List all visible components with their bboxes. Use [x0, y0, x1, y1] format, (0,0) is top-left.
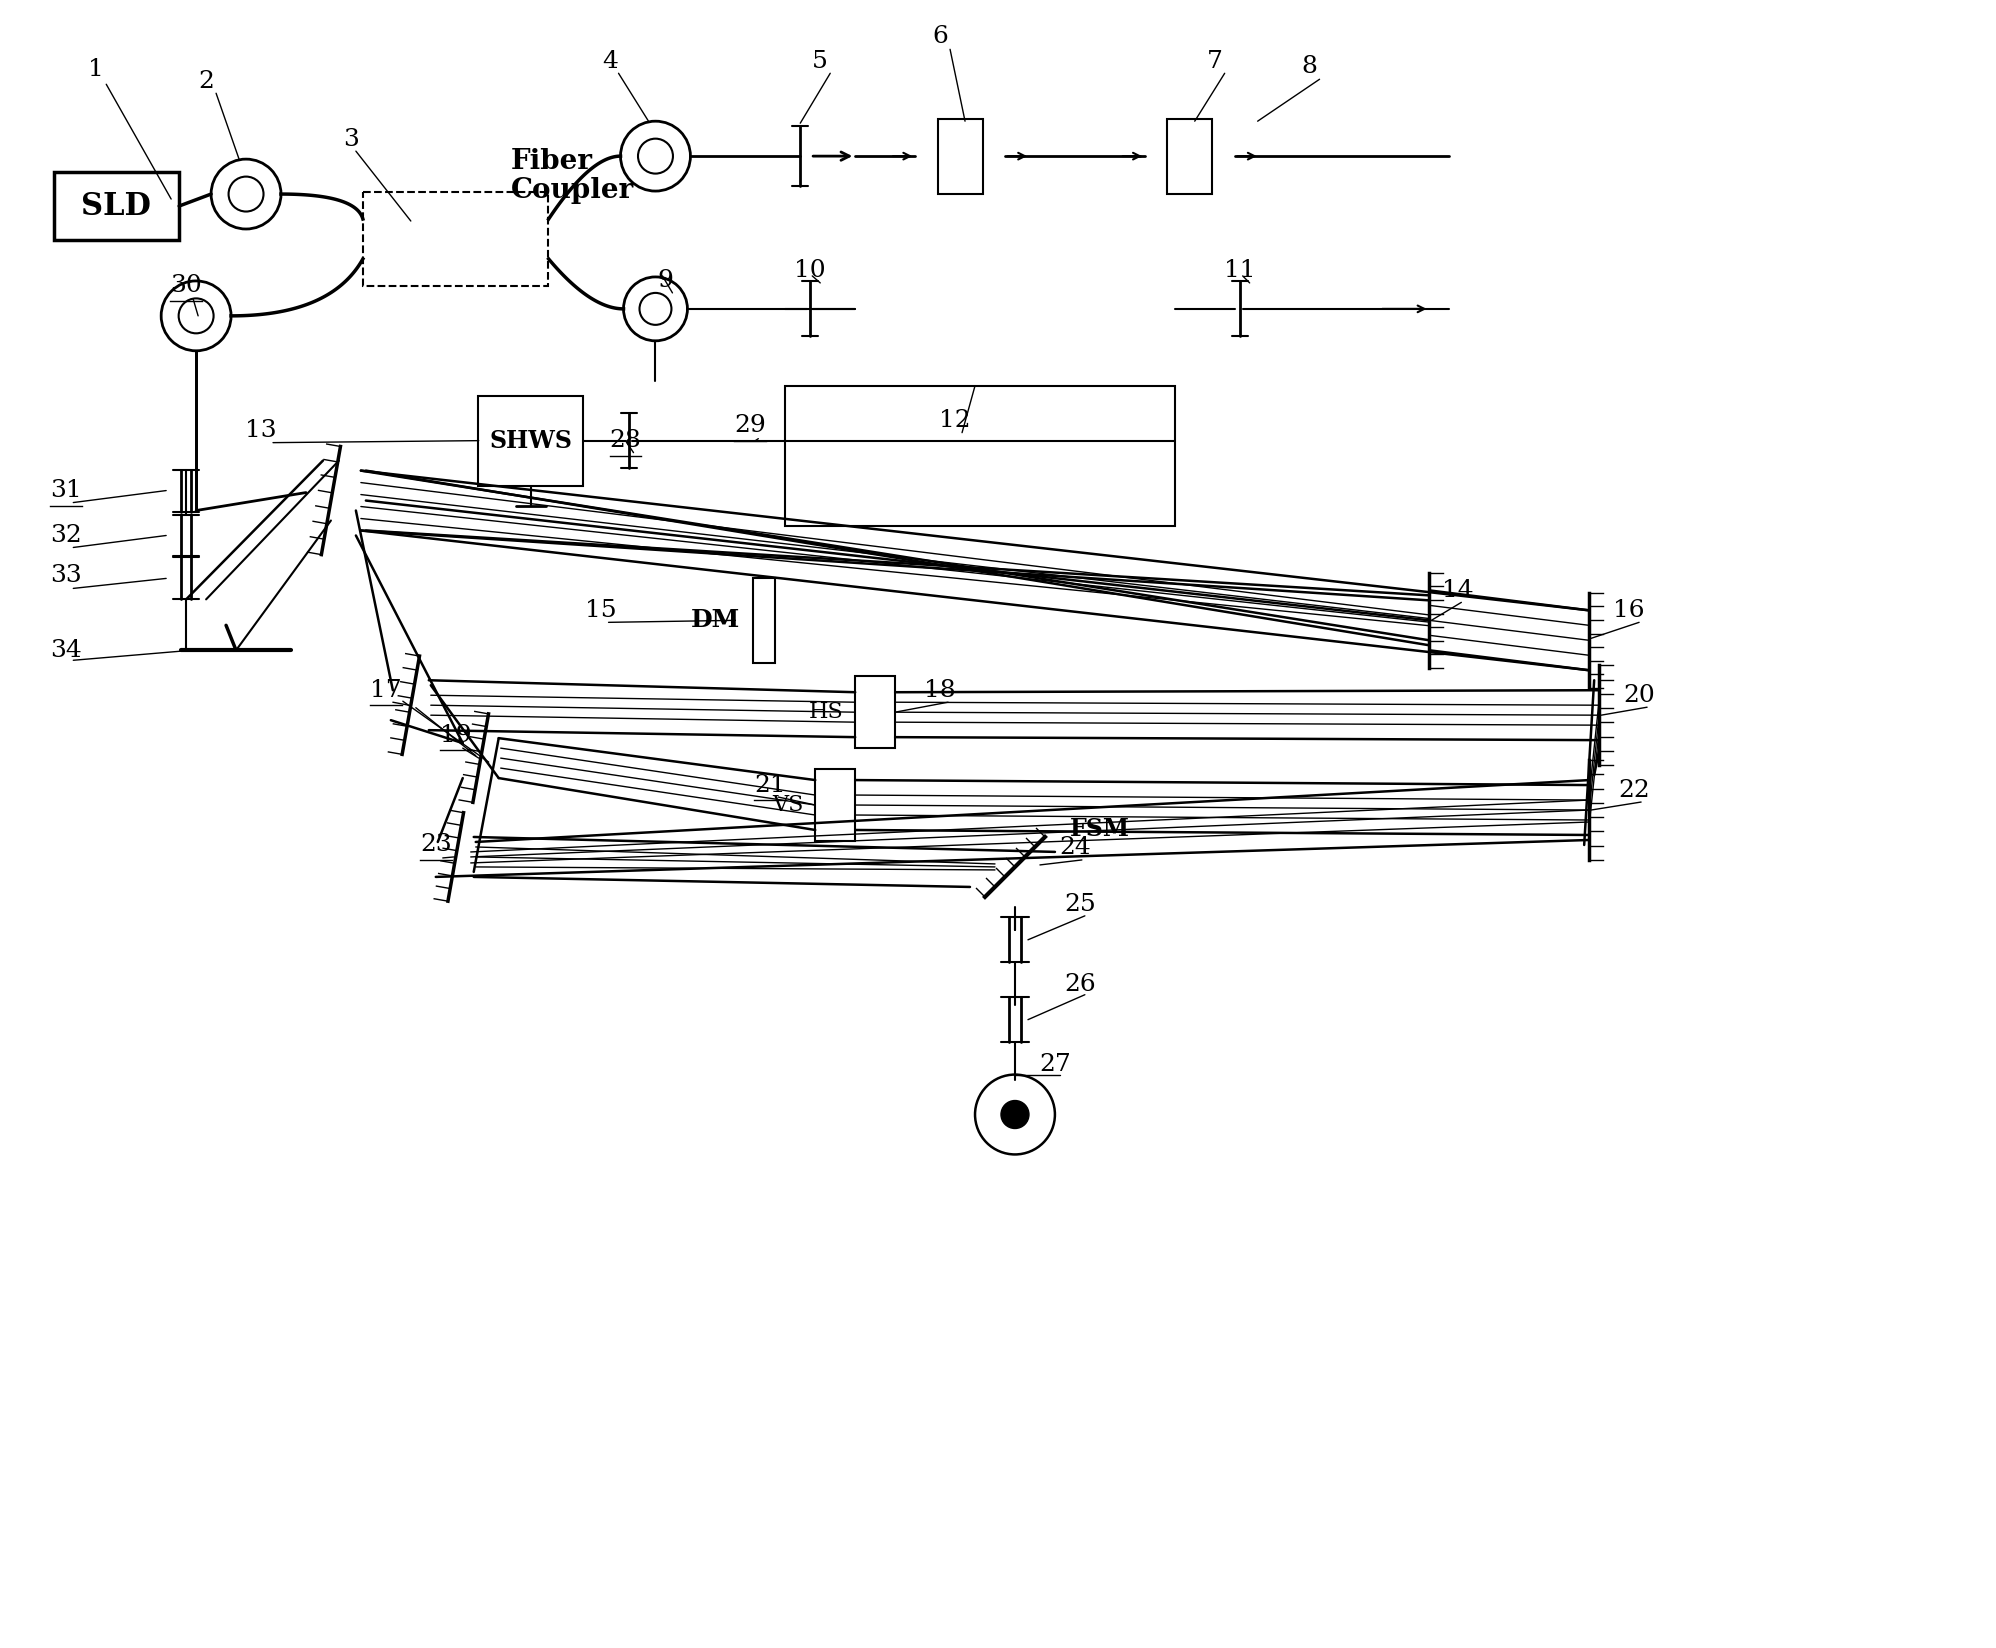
Text: 16: 16: [1613, 598, 1645, 621]
Text: 30: 30: [170, 275, 202, 297]
Text: 5: 5: [812, 49, 828, 73]
Bar: [784, 386, 1176, 526]
Bar: [854, 676, 894, 748]
Bar: [479, 396, 583, 486]
Text: FSM: FSM: [1070, 817, 1130, 840]
Text: SLD: SLD: [82, 191, 152, 221]
Text: 24: 24: [1060, 837, 1090, 860]
Text: 10: 10: [794, 259, 826, 282]
Bar: [363, 191, 549, 287]
Text: 22: 22: [1619, 778, 1651, 801]
Text: DM: DM: [691, 608, 741, 633]
Text: Fiber
Coupler: Fiber Coupler: [511, 148, 635, 204]
Text: 20: 20: [1623, 684, 1655, 707]
Bar: [1168, 119, 1212, 193]
Text: 33: 33: [50, 564, 82, 587]
Text: 23: 23: [419, 834, 451, 857]
Text: 13: 13: [246, 419, 277, 442]
Text: 17: 17: [369, 679, 401, 702]
Text: 27: 27: [1040, 1053, 1070, 1076]
Text: 28: 28: [609, 428, 641, 452]
Text: 31: 31: [50, 480, 82, 503]
Circle shape: [1002, 1101, 1030, 1129]
Text: 4: 4: [603, 49, 619, 73]
Text: 18: 18: [924, 679, 956, 702]
Text: 12: 12: [940, 409, 970, 432]
Text: 9: 9: [657, 269, 673, 292]
Text: 3: 3: [343, 127, 359, 150]
Text: 34: 34: [50, 639, 82, 662]
Bar: [54, 171, 178, 241]
Text: HS: HS: [808, 700, 842, 723]
Text: 1: 1: [88, 58, 104, 81]
Text: SHWS: SHWS: [489, 428, 573, 453]
Text: 14: 14: [1441, 578, 1473, 602]
Text: 25: 25: [1064, 893, 1096, 916]
Text: 26: 26: [1064, 974, 1096, 997]
Text: 21: 21: [754, 773, 786, 796]
Text: 19: 19: [439, 723, 471, 747]
Text: VS: VS: [772, 794, 802, 816]
Text: 6: 6: [932, 25, 948, 48]
Bar: [814, 770, 854, 840]
Text: 8: 8: [1301, 54, 1317, 77]
Text: 11: 11: [1224, 259, 1255, 282]
Text: 29: 29: [735, 414, 766, 437]
Text: 2: 2: [198, 69, 214, 92]
Bar: [752, 578, 774, 662]
Text: 7: 7: [1208, 49, 1224, 73]
Text: 32: 32: [50, 524, 82, 547]
Text: 15: 15: [585, 598, 617, 621]
Bar: [938, 119, 982, 193]
